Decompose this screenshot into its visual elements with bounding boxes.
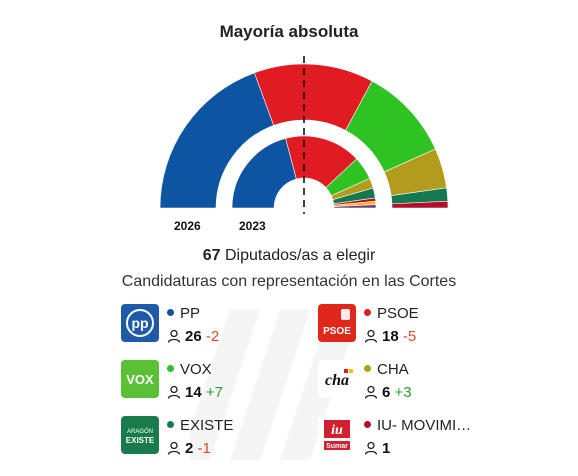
total-seats-line: 67 Diputados/as a elegir [0,247,578,265]
seat-count: 6 [382,384,391,401]
party-name: VOX [180,361,212,378]
person-icon [167,385,181,399]
seat-change: -2 [205,328,220,345]
seat-count: 26 [185,328,202,345]
existe-logo-top: ARAGÓN [127,428,153,435]
seat-change: -5 [402,328,417,345]
cha-logo-icon: cha [318,360,356,398]
hemicycle-chart [159,56,449,214]
person-icon [364,441,378,455]
party-name: PSOE [377,305,419,322]
legend-subtitle: Candidaturas con representación en las C… [121,273,457,290]
existe-color-dot [167,421,174,428]
cha-color-dot [364,365,371,372]
year-label-2023: 2023 [239,219,266,233]
year-label-2026: 2026 [174,219,201,233]
hemicycle-ring-2023 [231,135,377,209]
seat-count: 1 [382,440,391,457]
party-name: EXISTE [180,417,234,434]
party-name: CHA [377,361,409,378]
vox-logo-icon: VOX [121,360,159,398]
iu-logo-bottom: Sumar [326,443,348,450]
party-vox[interactable]: VOX VOX 14 +7 [121,360,321,406]
party-name: PP [180,305,201,322]
vox-logo-text: VOX [126,372,154,387]
hemicycle-ring-2026 [159,63,449,209]
seat-arc-2023-podemos [333,204,377,209]
total-seats-number: 67 [202,247,221,264]
iu-color-dot [364,421,371,428]
iu-logo-top: iu [331,423,343,438]
total-seats-label: Diputados/as a elegir [224,247,376,264]
pp-color-dot [167,309,174,316]
existe-logo-icon: ARAGÓN EXISTE [121,416,159,454]
seat-change: -1 [197,440,211,457]
seat-count: 14 [185,384,202,401]
party-existe[interactable]: ARAGÓN EXISTE EXISTE 2 -1 [121,416,321,462]
party-pp[interactable]: pp PP 26 -2 [121,304,321,350]
seat-change: +3 [394,384,412,401]
psoe-color-dot [364,309,371,316]
existe-logo-bottom: EXISTE [126,436,155,445]
party-name: IU- MOVIMI… [377,417,472,434]
psoe-logo-text: PSOE [323,326,351,337]
vox-color-dot [167,365,174,372]
seat-arc-2026-iu-movimi [391,200,449,209]
person-icon [364,329,378,343]
chart-title: Mayoría absoluta [219,22,359,41]
psoe-logo-icon: PSOE [318,304,356,342]
seat-count: 2 [185,440,194,457]
person-icon [167,329,181,343]
seat-change: +7 [205,384,223,401]
cha-logo-text: cha [325,372,349,389]
person-icon [364,385,378,399]
seat-count: 18 [382,328,399,345]
pp-logo-icon: pp [121,304,159,342]
iu-logo-icon: iu Sumar [318,416,356,454]
party-cha[interactable]: cha CHA 6 +3 [318,360,518,406]
pp-logo-text: pp [131,315,148,331]
person-icon [167,441,181,455]
party-iu[interactable]: iu Sumar IU- MOVIMI… 1 [318,416,518,462]
party-psoe[interactable]: PSOE PSOE 18 -5 [318,304,518,350]
seat-arc-2023-pp [231,138,297,209]
